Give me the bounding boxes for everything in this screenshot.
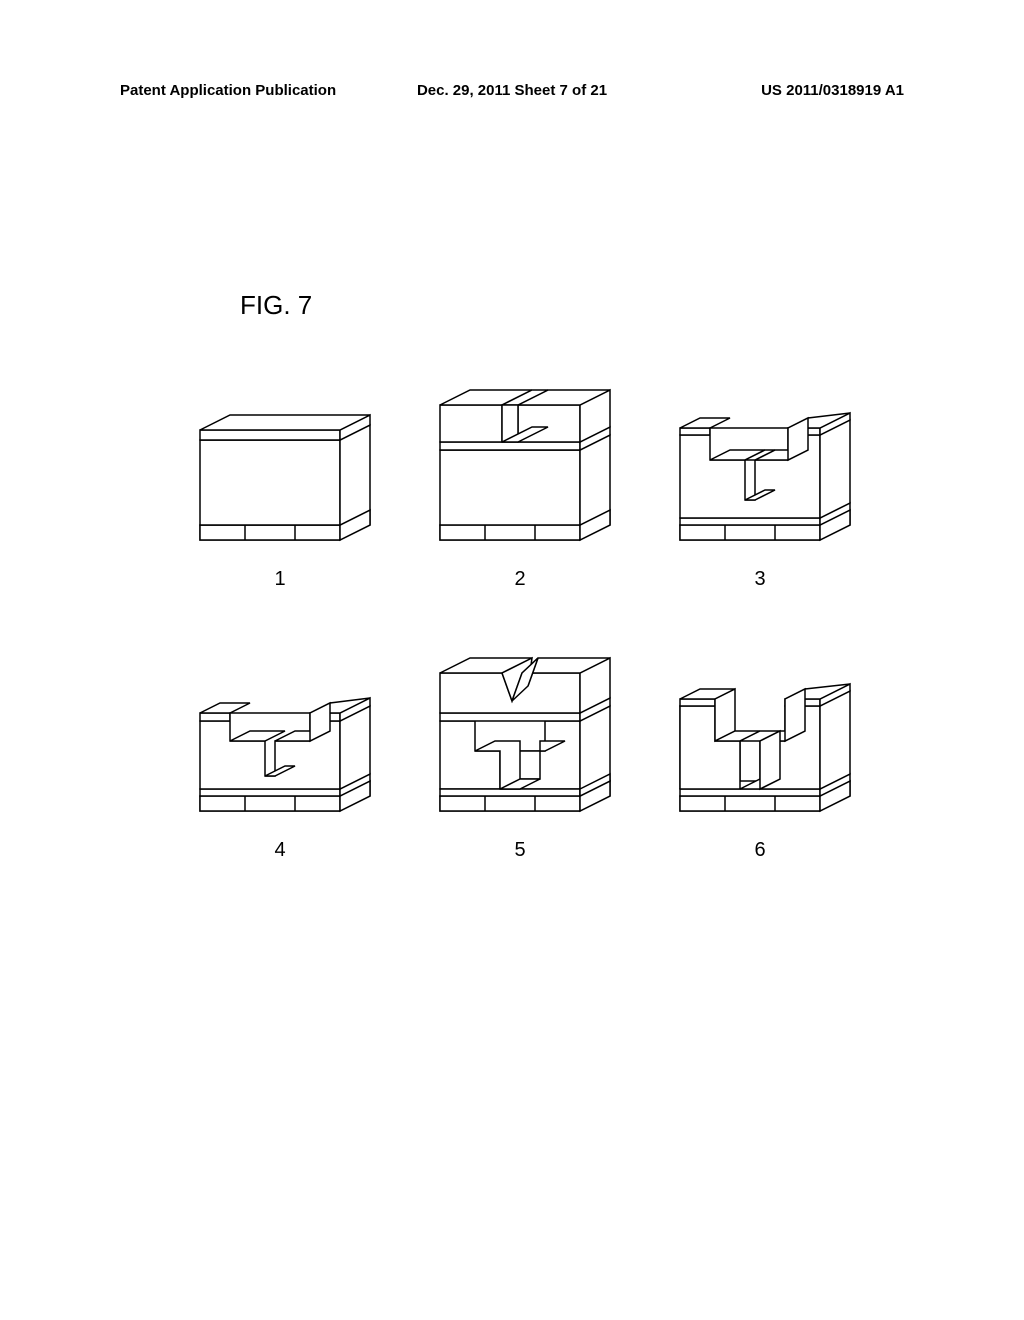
diagram-6-svg (660, 651, 860, 831)
diagram-label-5: 5 (514, 839, 525, 862)
diagram-item-3: 3 (660, 380, 860, 591)
diagram-2-svg (420, 380, 620, 560)
diagram-label-1: 1 (274, 568, 285, 591)
diagram-label-3: 3 (754, 568, 765, 591)
diagram-row-1: 1 (180, 380, 860, 591)
diagram-label-2: 2 (514, 568, 525, 591)
diagram-item-2: 2 (420, 380, 620, 591)
diagram-row-2: 4 (180, 651, 860, 862)
diagram-container: 1 (180, 380, 860, 922)
diagram-label-6: 6 (754, 839, 765, 862)
header-left: Patent Application Publication (120, 82, 417, 99)
header-right: US 2011/0318919 A1 (607, 82, 904, 99)
diagram-item-4: 4 (180, 651, 380, 862)
diagram-5-svg (420, 651, 620, 831)
header-center: Dec. 29, 2011 Sheet 7 of 21 (417, 82, 607, 99)
diagram-1-svg (180, 380, 380, 560)
diagram-item-5: 5 (420, 651, 620, 862)
diagram-4-svg (180, 651, 380, 831)
diagram-3-svg (660, 380, 860, 560)
diagram-label-4: 4 (274, 839, 285, 862)
diagram-item-1: 1 (180, 380, 380, 591)
figure-title: FIG. 7 (240, 290, 312, 321)
diagram-item-6: 6 (660, 651, 860, 862)
